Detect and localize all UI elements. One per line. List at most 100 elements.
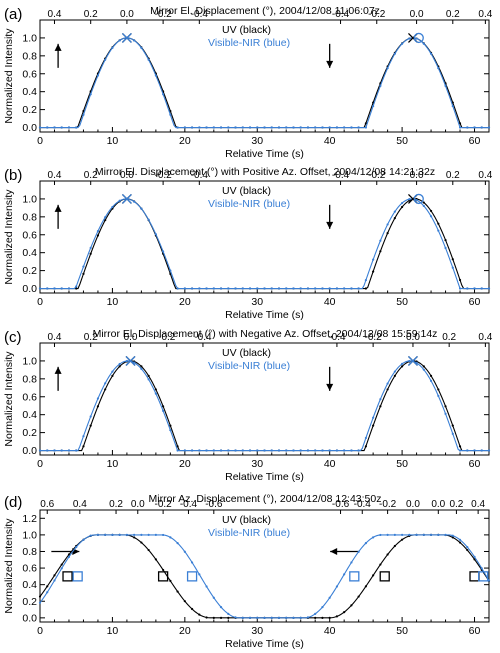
plot-frame [39, 342, 490, 456]
data-point [451, 534, 454, 537]
y-axis-label: Normalized Intensity [3, 189, 15, 285]
data-point [104, 219, 107, 222]
top-tick-label: -0.6 [205, 499, 223, 510]
arrow-head [54, 43, 62, 51]
data-point [111, 370, 114, 373]
data-point [234, 616, 237, 619]
data-point [357, 550, 360, 553]
data-point [198, 287, 201, 290]
data-point [248, 126, 252, 129]
data-point [219, 287, 223, 290]
data-point [400, 205, 404, 209]
arrow-head [54, 366, 62, 374]
data-point [444, 238, 447, 242]
data-point [335, 449, 339, 452]
x-tick-label: 40 [324, 296, 336, 308]
y-tick-label: 0.2 [22, 427, 37, 439]
x-tick-label: 10 [107, 135, 119, 147]
data-point [198, 573, 201, 576]
data-point [212, 449, 215, 452]
series-line-uv [40, 360, 489, 452]
y-tick-label: 0.0 [22, 445, 37, 457]
peak-marker-o [413, 32, 424, 44]
data-point [386, 553, 389, 556]
top-tick-label: -0.2 [365, 332, 383, 343]
x-tick-label: 20 [179, 296, 191, 308]
data-point [89, 424, 92, 427]
data-point [285, 126, 288, 129]
data-point [227, 616, 230, 619]
data-point [270, 449, 273, 452]
data-point [343, 611, 346, 614]
x-tick-label: 30 [251, 458, 263, 470]
data-point [466, 287, 469, 290]
data-point [314, 612, 317, 615]
data-point [437, 533, 440, 536]
data-point [190, 126, 194, 129]
top-tick-label: -0.4 [332, 9, 350, 20]
data-point [321, 287, 324, 290]
data-point [328, 287, 331, 290]
data-point [415, 37, 418, 40]
data-point [444, 246, 447, 250]
legend-vis: Visible-NIR (blue) [208, 37, 290, 49]
data-point [75, 285, 78, 288]
data-point [393, 216, 396, 220]
data-point [437, 67, 440, 70]
data-point [350, 604, 353, 607]
data-point [248, 449, 252, 452]
data-point [38, 126, 42, 129]
top-tick-label: 0.2 [84, 170, 98, 181]
data-point [263, 287, 266, 290]
panel-2: (b) Mirror El. Displacement (°) with Posi… [3, 166, 493, 321]
data-point [96, 229, 100, 233]
data-point [38, 287, 42, 290]
x-tick-label: 60 [469, 296, 481, 308]
data-point [67, 555, 71, 558]
data-point [437, 388, 440, 391]
data-point [104, 216, 107, 219]
data-point [75, 545, 78, 549]
data-point [256, 449, 259, 452]
legend-uv: UV (black) [222, 24, 271, 36]
top-tick-label: -0.4 [328, 332, 346, 343]
data-point [227, 287, 230, 290]
series-line-vis [39, 534, 490, 619]
top-tick-label: 0.0 [120, 170, 134, 181]
data-point [314, 449, 317, 452]
data-point [53, 449, 56, 452]
data-point [321, 606, 324, 609]
top-tick-label: 0.4 [478, 9, 492, 20]
data-point [343, 449, 346, 452]
data-point [466, 126, 469, 129]
data-point [473, 558, 476, 561]
data-point [104, 533, 107, 536]
data-point [219, 126, 223, 129]
data-point [451, 266, 454, 269]
data-point [241, 126, 244, 129]
data-point [335, 615, 339, 618]
data-point [53, 287, 56, 290]
x-axis-label: Relative Time (s) [225, 309, 304, 321]
data-point [60, 126, 63, 129]
peak-marker-x [125, 355, 136, 366]
half-power-marker [349, 571, 360, 582]
data-point [219, 449, 223, 452]
top-tick-label: 0.0 [120, 9, 134, 20]
data-point [415, 533, 418, 536]
data-point [147, 548, 150, 552]
data-point [328, 616, 331, 619]
top-tick-label: 0.4 [48, 170, 62, 181]
data-point [118, 199, 121, 202]
legend-uv: UV (black) [222, 185, 271, 197]
data-point [458, 126, 462, 129]
plot-frame [39, 180, 490, 294]
data-point [82, 265, 85, 268]
data-point [53, 574, 56, 577]
data-point [125, 533, 129, 536]
data-point [118, 362, 121, 366]
data-point [96, 74, 100, 77]
y-tick-label: 0.8 [22, 373, 37, 385]
y-axis-label: Normalized Intensity [3, 518, 15, 614]
data-point [38, 595, 42, 598]
